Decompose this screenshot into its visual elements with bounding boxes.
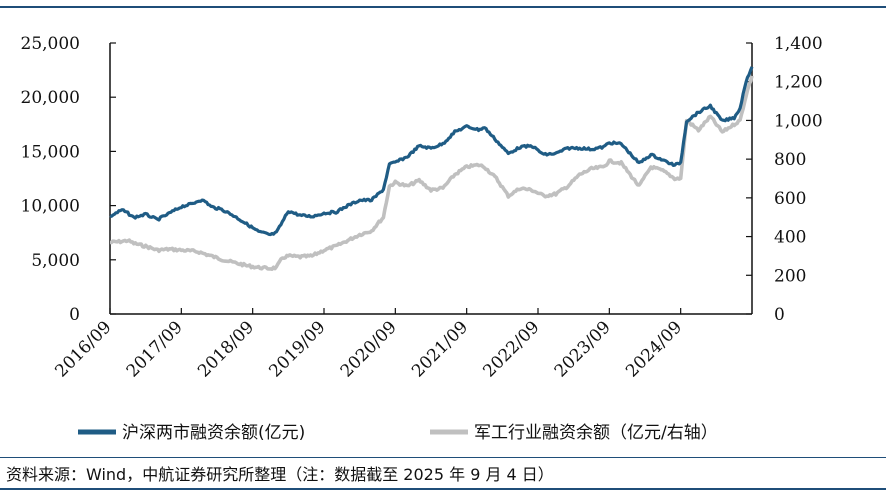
- x-tick-label: 2019/09: [265, 317, 329, 381]
- series-line-1: [109, 66, 754, 237]
- y-left-tick-label: 25,000: [21, 34, 80, 54]
- x-tick-label: 2021/09: [408, 317, 472, 381]
- x-tick-label: 2023/09: [551, 317, 615, 381]
- y-left-tick-label: 0: [69, 305, 80, 325]
- top-rule: [0, 6, 886, 8]
- source-note: 资料来源：Wind，中航证券研究所整理（注：数据截至 2025 年 9 月 4 …: [6, 465, 554, 484]
- bottom-rule: [0, 488, 886, 490]
- y-right-tick-label: 800: [774, 150, 806, 170]
- x-tick-label: 2016/09: [51, 317, 115, 381]
- y-right-tick-label: 200: [774, 266, 806, 286]
- y-left-tick-label: 15,000: [21, 142, 80, 162]
- series-line-2: [109, 75, 754, 272]
- legend-label-2: 军工行业融资余额（亿元/右轴）: [474, 423, 718, 443]
- y-right-tick-label: 1,400: [774, 34, 823, 54]
- y-right-tick-label: 1,200: [774, 73, 823, 93]
- x-tick-label: 2020/09: [337, 317, 401, 381]
- y-right-tick-label: 400: [774, 228, 806, 248]
- footer-rule: [0, 457, 886, 458]
- legend-label-1: 沪深两市融资余额(亿元): [122, 423, 305, 443]
- x-tick-label: 2022/09: [479, 317, 543, 381]
- y-left-tick-label: 10,000: [21, 197, 80, 217]
- x-tick-label: 2018/09: [194, 317, 258, 381]
- y-left-tick-label: 5,000: [31, 251, 80, 271]
- y-left-tick-label: 20,000: [21, 88, 80, 108]
- x-tick-label: 2024/09: [622, 317, 686, 381]
- y-right-tick-label: 600: [774, 189, 806, 209]
- y-right-tick-label: 0: [774, 305, 785, 325]
- y-right-tick-label: 1,000: [774, 111, 823, 131]
- x-tick-label: 2017/09: [123, 317, 187, 381]
